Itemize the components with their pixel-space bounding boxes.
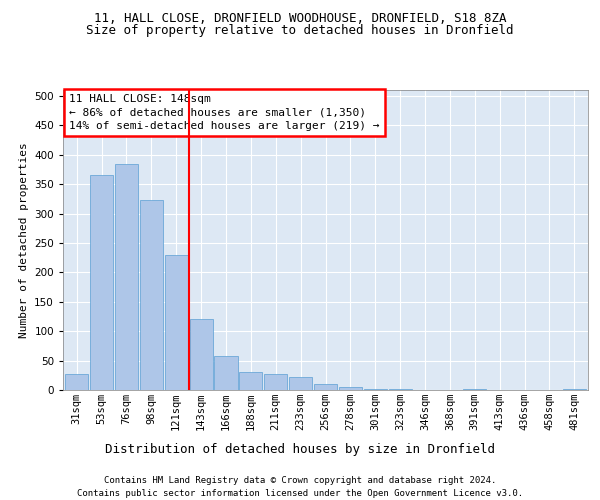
Bar (289, 377, 312, 390)
Bar (364, 389, 387, 390)
Bar (239, 372, 262, 390)
Text: 11, HALL CLOSE, DRONFIELD WOODHOUSE, DRONFIELD, S18 8ZA: 11, HALL CLOSE, DRONFIELD WOODHOUSE, DRO… (94, 12, 506, 26)
Text: Distribution of detached houses by size in Dronfield: Distribution of detached houses by size … (105, 442, 495, 456)
Text: Contains HM Land Registry data © Crown copyright and database right 2024.
Contai: Contains HM Land Registry data © Crown c… (77, 476, 523, 498)
Y-axis label: Number of detached properties: Number of detached properties (19, 142, 29, 338)
Bar (164, 254, 188, 390)
Text: 11 HALL CLOSE: 148sqm
← 86% of detached houses are smaller (1,350)
14% of semi-d: 11 HALL CLOSE: 148sqm ← 86% of detached … (70, 94, 380, 131)
Bar (115, 164, 138, 390)
Bar (214, 356, 238, 390)
Bar (264, 374, 287, 390)
Bar (65, 374, 88, 390)
Bar (339, 387, 362, 390)
Bar (140, 200, 163, 390)
Bar (190, 320, 212, 390)
Bar (314, 384, 337, 390)
Bar (90, 176, 113, 390)
Text: Size of property relative to detached houses in Dronfield: Size of property relative to detached ho… (86, 24, 514, 37)
